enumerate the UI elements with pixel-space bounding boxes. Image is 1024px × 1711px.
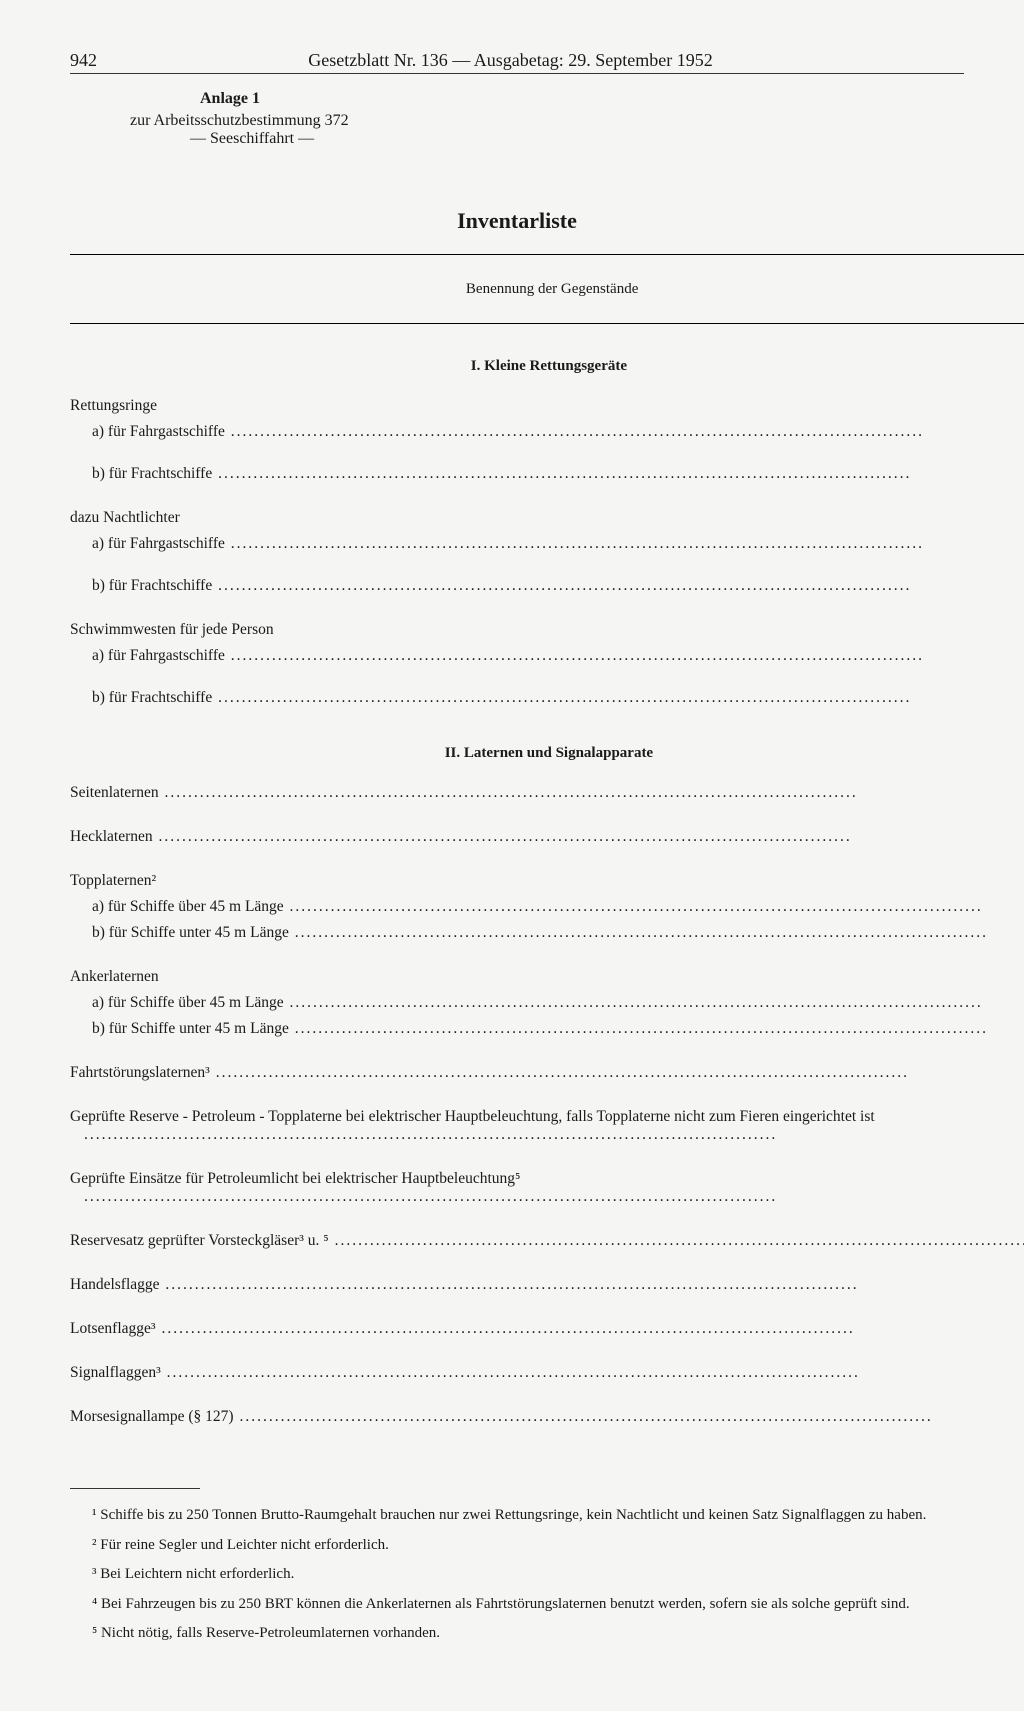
- table-row: Schwimmwesten für jede Person: [70, 617, 1024, 643]
- row-label: Seitenlaternen: [70, 784, 159, 801]
- row-label: a) für Fahrgastschiffe: [92, 535, 225, 552]
- table-row: Handelsflagge 1 1 1 1 1: [70, 1272, 1024, 1298]
- anlage-sub2: — Seeschiffahrt —: [190, 130, 964, 148]
- row-rettungsringe: Rettungsringe: [70, 393, 1024, 419]
- header-title: Gesetzblatt Nr. 136 — Ausgabetag: 29. Se…: [97, 50, 924, 71]
- table-row: II. Laternen und Signalapparate: [70, 711, 1024, 780]
- table-row: Reservesatz geprüfter Vorsteckgläser³ u.…: [70, 1228, 1024, 1254]
- footnote-5: ⁵ Nicht nötig, falls Reserve-Petroleumla…: [70, 1621, 964, 1647]
- table-row: Hecklaternen 1 1 1 1 1: [70, 824, 1024, 850]
- footnote-2: ² Für reine Segler und Leichter nicht er…: [70, 1533, 964, 1559]
- row-label: b) für Frachtschiffe: [92, 689, 212, 706]
- table-row: Geprüfte Einsätze für Petroleumlicht bei…: [70, 1166, 1024, 1210]
- table-row: Morsesignallampe (§ 127) 1 1 1 1 —: [70, 1404, 1024, 1430]
- row-label: Fahrtstörungslaternen³: [70, 1064, 210, 1081]
- row-label: a) für Schiffe über 45 m Länge: [92, 898, 284, 915]
- row-label: a) für Fahrgastschiffe: [92, 423, 225, 440]
- row-label: Handelsflagge: [70, 1276, 160, 1293]
- table-row: a) für Fahrgastschiffe gemäß § 2 der Anl…: [70, 643, 1024, 685]
- row-label: b) für Schiffe unter 45 m Länge: [92, 1020, 289, 1037]
- table-row: Signalflaggen³ 1 1 1 ¹ — —: [70, 1360, 1024, 1386]
- row-nachtlichter: dazu Nachtlichter: [70, 505, 1024, 531]
- table-row: a) für Fahrgastschiffe gemäß § 2 der Anl…: [70, 419, 1024, 461]
- section-1-heading: I. Kleine Rettungsgeräte: [70, 328, 1024, 389]
- page: 942 Gesetzblatt Nr. 136 — Ausgabetag: 29…: [0, 0, 1024, 1711]
- table-row: a) für Schiffe über 45 m Länge 2 2 2 2 2: [70, 990, 1024, 1016]
- table-header-row: Benennung der Gegenstände Große Fahrt Kl…: [70, 255, 1024, 324]
- row-label: b) für Schiffe unter 45 m Länge: [92, 924, 289, 941]
- table-row: b) für Frachtschiffe 2 1 1 1 ¹ —: [70, 573, 1024, 599]
- row-label: Morsesignallampe (§ 127): [70, 1408, 234, 1425]
- col-benennung: Benennung der Gegenstände: [70, 255, 1024, 324]
- row-label: Geprüfte Reserve - Petroleum - Topplater…: [70, 1108, 875, 1125]
- main-title: Inventarliste: [70, 208, 964, 234]
- row-label: Lotsenflagge³: [70, 1320, 156, 1337]
- row-ankerlaternen: Ankerlaternen: [70, 964, 1024, 990]
- row-label: Signalflaggen³: [70, 1364, 161, 1381]
- footnote-rule: [70, 1488, 200, 1489]
- table-row: Seitenlaternen 2 2 2 2 2: [70, 780, 1024, 806]
- inventory-table: Benennung der Gegenstände Große Fahrt Kl…: [70, 254, 1024, 1448]
- row-label: Reservesatz geprüfter Vorsteckgläser³ u.…: [70, 1232, 329, 1249]
- table-row: Ankerlaternen: [70, 964, 1024, 990]
- table-row: b) für Schiffe unter 45 m Länge 1 1 1 1 …: [70, 920, 1024, 946]
- row-label: Geprüfte Einsätze für Petroleumlicht bei…: [70, 1170, 520, 1187]
- table-row: b) für Frachtschiffe 1 1 1 1 1: [70, 685, 1024, 711]
- row-topplaternen: Topplaternen²: [70, 868, 1024, 894]
- row-label: a) für Fahrgastschiffe: [92, 647, 225, 664]
- table-row: b) für Schiffe unter 45 m Länge 1 1 1 1 …: [70, 1016, 1024, 1042]
- row-schwimmwesten: Schwimmwesten für jede Person: [70, 617, 1024, 643]
- table-row: a) für Schiffe über 45 m Länge 2 2 2 2 2: [70, 894, 1024, 920]
- anlage-block: Anlage 1 zur Arbeitsschutzbestimmung 372…: [130, 90, 964, 148]
- row-label: b) für Frachtschiffe: [92, 465, 212, 482]
- row-label: Hecklaternen: [70, 828, 153, 845]
- anlage-title: Anlage 1: [200, 90, 964, 108]
- table-row: b) für Frachtschiffe 6 4 4 ¹ 2 2: [70, 461, 1024, 487]
- row-label: b) für Frachtschiffe: [92, 577, 212, 594]
- footnote-1: ¹ Schiffe bis zu 250 Tonnen Brutto-Raumg…: [70, 1503, 964, 1529]
- anlage-sub: zur Arbeitsschutzbestimmung 372: [130, 112, 964, 130]
- row-label: a) für Schiffe über 45 m Länge: [92, 994, 284, 1011]
- page-header: 942 Gesetzblatt Nr. 136 — Ausgabetag: 29…: [70, 50, 964, 74]
- table-row: Lotsenflagge³ 1 1 1 1 —: [70, 1316, 1024, 1342]
- table-row: dazu Nachtlichter: [70, 505, 1024, 531]
- table-row: Fahrtstörungslaternen³ 2 2 2 ⁴ 2 ⁴ —: [70, 1060, 1024, 1086]
- table-row: Rettungsringe: [70, 393, 1024, 419]
- table-row: Topplaternen²: [70, 868, 1024, 894]
- footnote-3: ³ Bei Leichtern nicht erforderlich.: [70, 1562, 964, 1588]
- section-2-heading: II. Laternen und Signalapparate: [70, 715, 1024, 776]
- table-row: I. Kleine Rettungsgeräte: [70, 324, 1024, 394]
- table-row: Geprüfte Reserve - Petroleum - Topplater…: [70, 1104, 1024, 1148]
- footnotes: ¹ Schiffe bis zu 250 Tonnen Brutto-Raumg…: [70, 1503, 964, 1647]
- footnote-4: ⁴ Bei Fahrzeugen bis zu 250 BRT können d…: [70, 1592, 964, 1618]
- table-row: a) für Fahrgastschiffe gemäß § 2 der Anl…: [70, 531, 1024, 573]
- page-number: 942: [70, 50, 97, 71]
